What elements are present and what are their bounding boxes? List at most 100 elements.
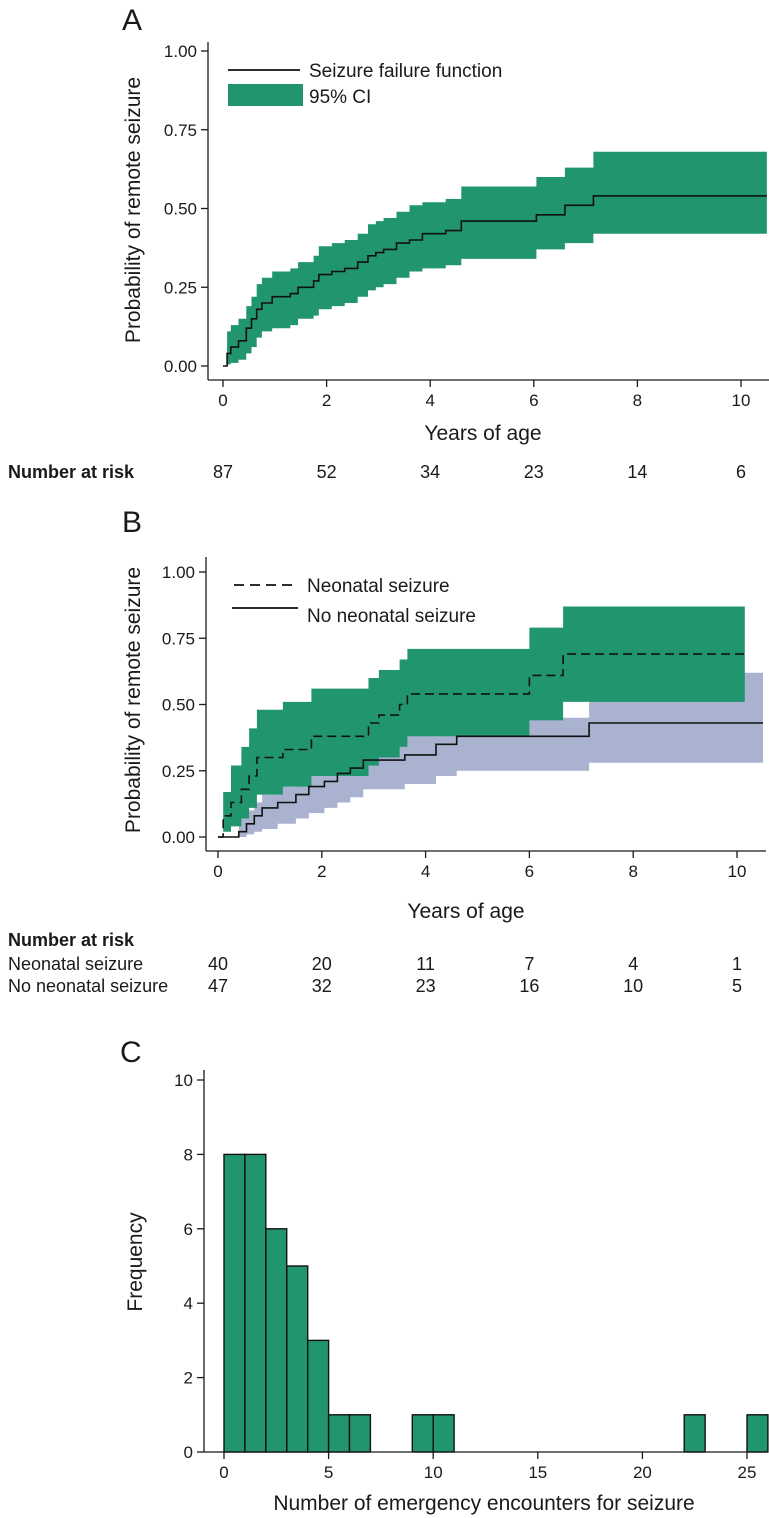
panel-b-curve-neonatal — [218, 653, 745, 838]
panel-a-y-ticks: 0.00 0.25 0.50 0.75 1.00 — [164, 42, 208, 376]
panel-a-risk-value: 23 — [524, 462, 544, 482]
histogram-bar — [432, 1414, 455, 1453]
panel-b-risk-value: 1 — [732, 954, 742, 974]
panel-c-ytick-label: 6 — [184, 1220, 193, 1239]
panel-a-y-axis-label: Probability of remote seizure — [122, 77, 145, 343]
panel-c-xtick-label: 20 — [633, 1463, 652, 1482]
panel-a-ci-band — [223, 151, 767, 366]
panel-b-ytick-label: 1.00 — [162, 563, 195, 582]
panel-c-ytick-label: 10 — [174, 1071, 193, 1090]
panel-a-xtick-label: 8 — [633, 391, 642, 410]
panel-c-ytick-label: 0 — [184, 1443, 193, 1462]
panel-b: B 0.00 0.25 0.50 0.75 1.00 0 2 4 6 8 10 Probabili… — [8, 506, 766, 996]
panel-b-ytick-label: 0.75 — [162, 629, 195, 648]
panel-c-x-ticks: 0 5 10 15 20 25 — [219, 1452, 756, 1482]
panel-b-risk-value: 32 — [312, 976, 332, 996]
histogram-bar — [746, 1414, 769, 1453]
panel-a-x-ticks: 0 2 4 6 8 10 — [218, 380, 750, 410]
panel-a-curves — [223, 195, 767, 367]
panel-b-curves — [218, 653, 763, 838]
panel-c-xtick-label: 5 — [324, 1463, 333, 1482]
panel-b-legend: Neonatal seizure No neonatal seizure — [232, 576, 476, 627]
panel-b-ytick-label: 0.00 — [162, 828, 195, 847]
panel-c-xtick-label: 15 — [528, 1463, 547, 1482]
panel-a: A 0.00 0.25 0.50 0.75 1.00 0 2 4 6 8 10 Probabili… — [8, 4, 769, 482]
legend-label-failure: Seizure failure function — [309, 61, 502, 82]
panel-b-risk-value: 47 — [208, 976, 228, 996]
panel-b-risk-header: Number at risk — [8, 930, 135, 950]
panel-b-risk-row-label-neonatal: Neonatal seizure — [8, 954, 143, 974]
histogram-bar — [244, 1153, 267, 1453]
panel-b-xtick-label: 6 — [525, 862, 534, 881]
histogram-bar — [683, 1414, 706, 1453]
panel-c-xtick-label: 25 — [738, 1463, 757, 1482]
panel-b-xtick-label: 4 — [421, 862, 430, 881]
panel-a-xtick-label: 6 — [529, 391, 538, 410]
panel-b-risk-value: 5 — [732, 976, 742, 996]
panel-b-xtick-label: 10 — [728, 862, 747, 881]
panel-c-y-axis-label: Frequency — [124, 1212, 147, 1312]
histogram-bar — [411, 1414, 434, 1453]
panel-a-risk-values: 87 52 34 23 14 6 — [213, 462, 746, 482]
panel-b-ci-band-neonatal — [218, 606, 745, 837]
panel-a-xtick-label: 0 — [218, 391, 227, 410]
panel-b-xtick-label: 8 — [628, 862, 637, 881]
panel-c-ytick-label: 2 — [184, 1369, 193, 1388]
legend-label-neonatal: Neonatal seizure — [307, 576, 450, 597]
panel-a-xtick-label: 10 — [732, 391, 751, 410]
panel-a-ytick-label: 0.50 — [164, 200, 197, 219]
panel-a-xtick-label: 2 — [322, 391, 331, 410]
panel-a-x-axis-label: Years of age — [424, 422, 541, 445]
panel-a-ytick-label: 0.75 — [164, 121, 197, 140]
panel-b-risk-value: 40 — [208, 954, 228, 974]
panel-a-xtick-label: 4 — [425, 391, 434, 410]
panel-c-x-axis-label: Number of emergency encounters for seizu… — [273, 1492, 694, 1515]
panel-b-letter: B — [122, 506, 142, 539]
panel-c: C 0 2 4 6 8 10 0 5 10 15 20 25 Frequency Number of… — [120, 1036, 769, 1515]
panel-c-y-ticks: 0 2 4 6 8 10 — [174, 1071, 204, 1462]
panel-b-x-axis-label: Years of age — [407, 900, 524, 923]
panel-a-legend: Seizure failure function 95% CI — [228, 61, 502, 108]
panel-b-risk-value: 23 — [416, 976, 436, 996]
panel-c-letter: C — [120, 1036, 142, 1069]
panel-b-curve-no-neonatal — [218, 722, 763, 838]
panel-b-ci-band-no-neonatal — [218, 672, 763, 837]
panel-a-failure-curve — [223, 195, 767, 367]
panel-a-ci-bands — [223, 151, 767, 366]
panel-b-x-ticks: 0 2 4 6 8 10 — [213, 851, 746, 881]
panel-b-risk-value: 10 — [623, 976, 643, 996]
panel-a-risk-header: Number at risk — [8, 462, 135, 482]
panel-a-ytick-label: 1.00 — [164, 42, 197, 61]
legend-swatch-ci — [228, 84, 303, 106]
panel-b-ytick-label: 0.50 — [162, 696, 195, 715]
panel-b-risk-value: 20 — [312, 954, 332, 974]
panel-b-risk-value: 11 — [416, 954, 435, 974]
panel-c-xtick-label: 0 — [219, 1463, 228, 1482]
panel-b-ytick-label: 0.25 — [162, 762, 195, 781]
histogram-bar — [265, 1228, 288, 1453]
histogram-bar — [223, 1153, 246, 1453]
panel-c-bars — [223, 1153, 769, 1453]
panel-a-ytick-label: 0.25 — [164, 278, 197, 297]
panel-a-risk-value: 52 — [317, 462, 337, 482]
panel-c-ytick-label: 4 — [184, 1294, 193, 1313]
legend-label-ci: 95% CI — [309, 87, 371, 108]
panel-a-risk-value: 14 — [627, 462, 647, 482]
histogram-bar — [348, 1414, 372, 1453]
panel-b-risk-row-label-no-neonatal: No neonatal seizure — [8, 976, 168, 996]
panel-a-letter: A — [122, 4, 142, 37]
panel-b-risk-values: 40 20 11 7 4 1 47 32 23 16 10 5 — [208, 954, 742, 996]
panel-b-risk-value: 7 — [524, 954, 534, 974]
panel-b-y-ticks: 0.00 0.25 0.50 0.75 1.00 — [162, 563, 206, 847]
panel-c-xtick-label: 10 — [424, 1463, 443, 1482]
panel-b-ci-bands — [218, 606, 763, 837]
panel-b-risk-value: 16 — [519, 976, 539, 996]
panel-b-risk-value: 4 — [628, 954, 638, 974]
panel-a-risk-value: 34 — [420, 462, 440, 482]
panel-a-risk-value: 6 — [736, 462, 746, 482]
legend-label-no-neonatal: No neonatal seizure — [307, 606, 476, 627]
panel-c-ytick-label: 8 — [184, 1145, 193, 1164]
panel-b-xtick-label: 0 — [213, 862, 222, 881]
panel-a-ytick-label: 0.00 — [164, 357, 197, 376]
